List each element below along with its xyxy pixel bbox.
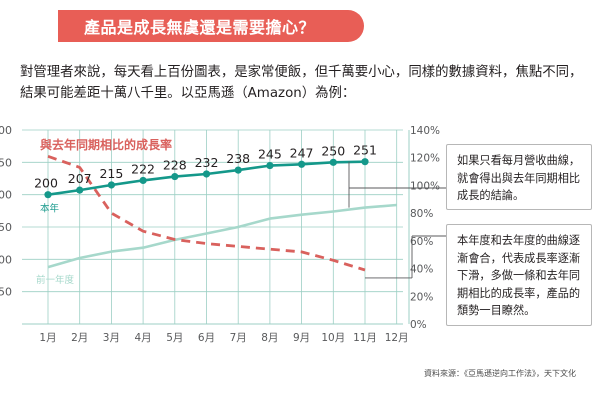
- y-right-tick-label: 60%: [410, 236, 433, 248]
- x-tick-label: 5月: [166, 332, 183, 344]
- y-left-tick-label: 150: [0, 221, 12, 234]
- y-right-tick-label: 40%: [410, 264, 433, 276]
- callout-growth-rate: 本年度和去年度的曲線逐漸會合，代表成長率逐漸下滑，多做一條和去年同期相比的成長率…: [446, 224, 592, 326]
- data-point-this-year: [139, 176, 147, 185]
- y-right-tick-label: 120%: [410, 153, 440, 165]
- data-point-this-year: [76, 186, 84, 194]
- series-label-this-year: 本年: [40, 203, 60, 215]
- data-label: 238: [226, 151, 250, 166]
- data-label: 250: [321, 143, 345, 158]
- y-left-tick-label: 300: [0, 124, 12, 137]
- chart-lines: [44, 154, 446, 279]
- intro-paragraph: 對管理者來說，每天看上百份圖表，是家常便飯，但千萬要小心，同樣的數據資料，焦點不…: [20, 65, 583, 101]
- x-tick-label: 7月: [230, 332, 247, 344]
- data-point-this-year: [298, 160, 306, 168]
- y-left-tick-label: 250: [0, 156, 12, 169]
- title-banner: [58, 10, 364, 42]
- data-label: 228: [163, 158, 187, 173]
- data-point-this-year: [266, 161, 274, 170]
- data-label: 207: [68, 171, 92, 186]
- data-label: 222: [131, 161, 155, 176]
- y-left-tick-label: 200: [0, 189, 12, 202]
- y-left-tick-label: 100: [0, 253, 12, 266]
- y-left-tick-label: 50: [0, 286, 12, 299]
- data-point-this-year: [107, 181, 115, 189]
- series-label-growth-rate: 與去年同期相比的成長率: [40, 137, 172, 152]
- x-tick-label: 10月: [321, 332, 345, 344]
- data-label: 247: [290, 145, 314, 160]
- chart-grid: [22, 129, 410, 325]
- series-line-last-year: [47, 203, 397, 269]
- data-point-this-year: [202, 170, 211, 178]
- x-tick-label: 12月: [385, 332, 409, 344]
- page-title: 產品是成長無虞還是需要擔心？: [84, 18, 316, 37]
- callout-monthly-revenue: 如果只看每月營收曲線，就會得出與去年同期相比成長的結論。: [446, 144, 592, 210]
- data-label: 232: [195, 155, 219, 170]
- y-right-tick-label: 80%: [410, 208, 433, 220]
- series-label-last-year: 前一年度: [36, 274, 75, 286]
- line-chart: 300 250 200 150 100 50 140% 120% 100% 80% 60% 40% 20…: [0, 124, 446, 344]
- x-tick-label: 6月: [198, 332, 215, 344]
- x-tick-label: 4月: [135, 332, 152, 344]
- data-point-this-year: [329, 158, 337, 166]
- source-note: 資料來源：《亞馬遜逆向工作法》，天下文化: [424, 369, 576, 378]
- x-tick-label: 8月: [261, 332, 278, 344]
- x-tick-label: 11月: [353, 332, 377, 344]
- x-tick-label: 9月: [293, 332, 310, 344]
- data-label: 200: [34, 176, 58, 191]
- x-tick-label: 3月: [103, 332, 120, 344]
- data-point-this-year: [234, 166, 242, 174]
- chart-labels: 300 250 200 150 100 50 140% 120% 100% 80% 60% 40% 20…: [0, 124, 440, 344]
- data-label: 215: [99, 166, 123, 181]
- y-right-tick-label: 20%: [410, 291, 433, 303]
- data-point-this-year: [361, 158, 369, 166]
- data-label: 251: [353, 143, 377, 158]
- y-right-tick-label: 140%: [410, 125, 440, 137]
- data-point-this-year: [44, 191, 52, 199]
- data-point-this-year: [171, 172, 179, 181]
- data-label: 245: [258, 147, 282, 162]
- y-right-tick-label: 100%: [410, 180, 440, 192]
- x-tick-label: 1月: [39, 332, 56, 344]
- y-right-tick-label: 0%: [410, 319, 427, 331]
- x-tick-label: 2月: [71, 332, 88, 344]
